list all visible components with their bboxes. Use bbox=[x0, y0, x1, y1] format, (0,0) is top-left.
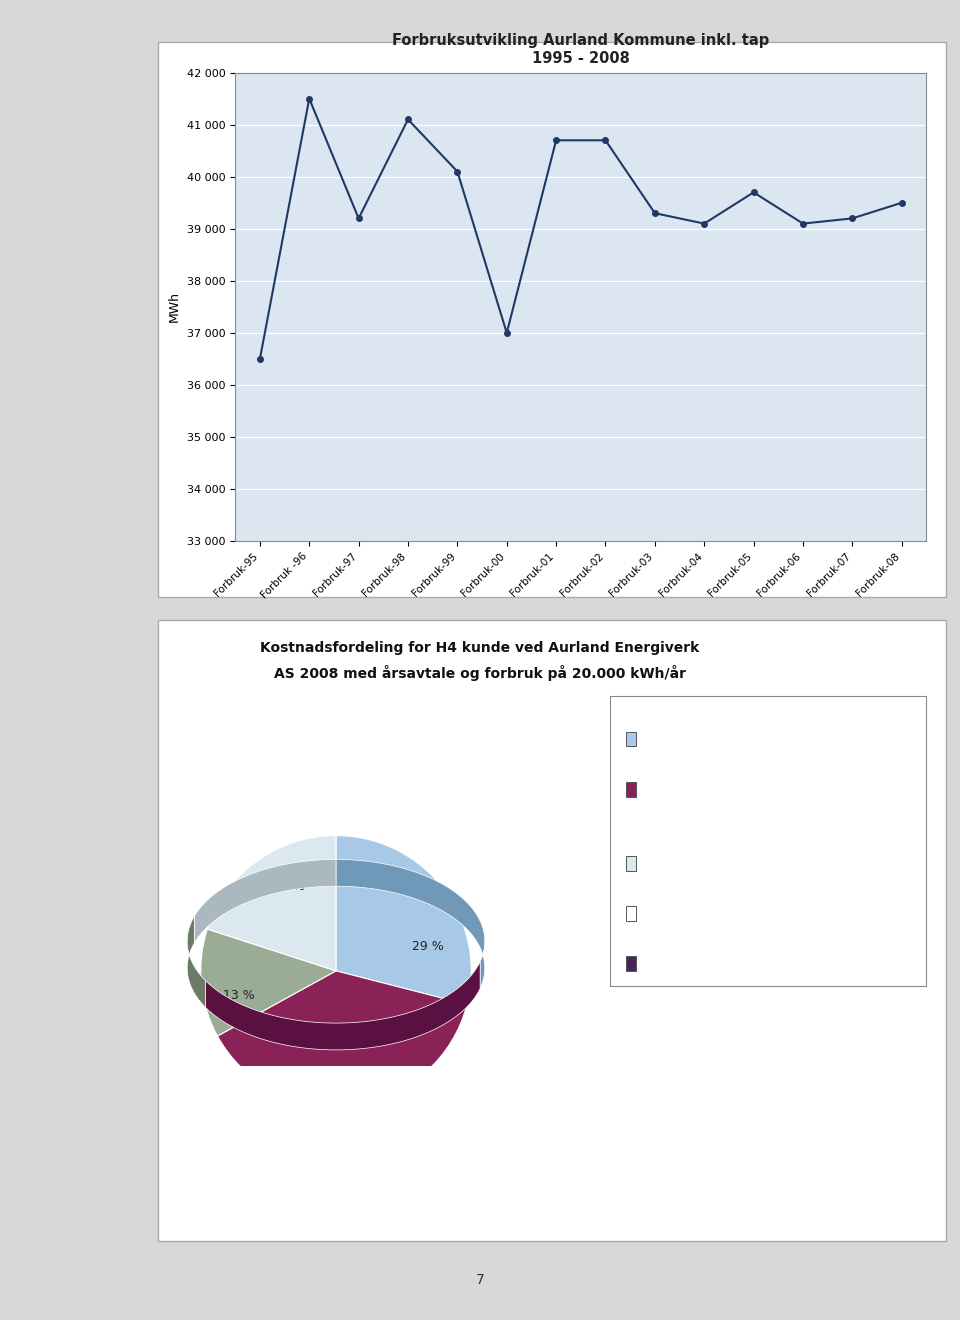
Polygon shape bbox=[187, 916, 205, 1007]
Wedge shape bbox=[207, 836, 336, 970]
Text: Totalpris 81,81 øre/kWh: Totalpris 81,81 øre/kWh bbox=[646, 958, 770, 969]
Title: Forbruksutvikling Aurland Kommune inkl. tap
1995 - 2008: Forbruksutvikling Aurland Kommune inkl. … bbox=[393, 33, 769, 66]
Text: 29 %: 29 % bbox=[412, 940, 444, 953]
Text: 7: 7 bbox=[475, 1274, 485, 1287]
Polygon shape bbox=[195, 859, 336, 942]
Text: Kostnadsfordeling for H4 kunde ved Aurland Energiverk: Kostnadsfordeling for H4 kunde ved Aurla… bbox=[260, 642, 700, 655]
Text: 20 %: 20 % bbox=[273, 880, 304, 894]
Text: Forbruksavgift 10,5 øre/kWh: Forbruksavgift 10,5 øre/kWh bbox=[646, 858, 795, 869]
Polygon shape bbox=[205, 962, 480, 1049]
Text: Overføring 31,3 øre/kWh (NVE: Overføring 31,3 øre/kWh (NVE bbox=[646, 784, 804, 795]
Text: sine tal): sine tal) bbox=[654, 808, 696, 818]
Text: Meirverdiavgift 16,36 øre/kWh: Meirverdiavgift 16,36 øre/kWh bbox=[646, 908, 804, 919]
Y-axis label: MWh: MWh bbox=[168, 292, 181, 322]
Text: Kraftpris 23,65 øre/kWh: Kraftpris 23,65 øre/kWh bbox=[646, 734, 771, 744]
Wedge shape bbox=[201, 929, 336, 1036]
Wedge shape bbox=[218, 970, 467, 1106]
Wedge shape bbox=[336, 836, 471, 1005]
Polygon shape bbox=[336, 859, 485, 989]
Text: AS 2008 med årsavtale og forbruk på 20.000 kWh/år: AS 2008 med årsavtale og forbruk på 20.0… bbox=[274, 665, 686, 681]
Text: 13 %: 13 % bbox=[223, 989, 254, 1002]
Text: 38 %: 38 % bbox=[326, 1035, 359, 1048]
